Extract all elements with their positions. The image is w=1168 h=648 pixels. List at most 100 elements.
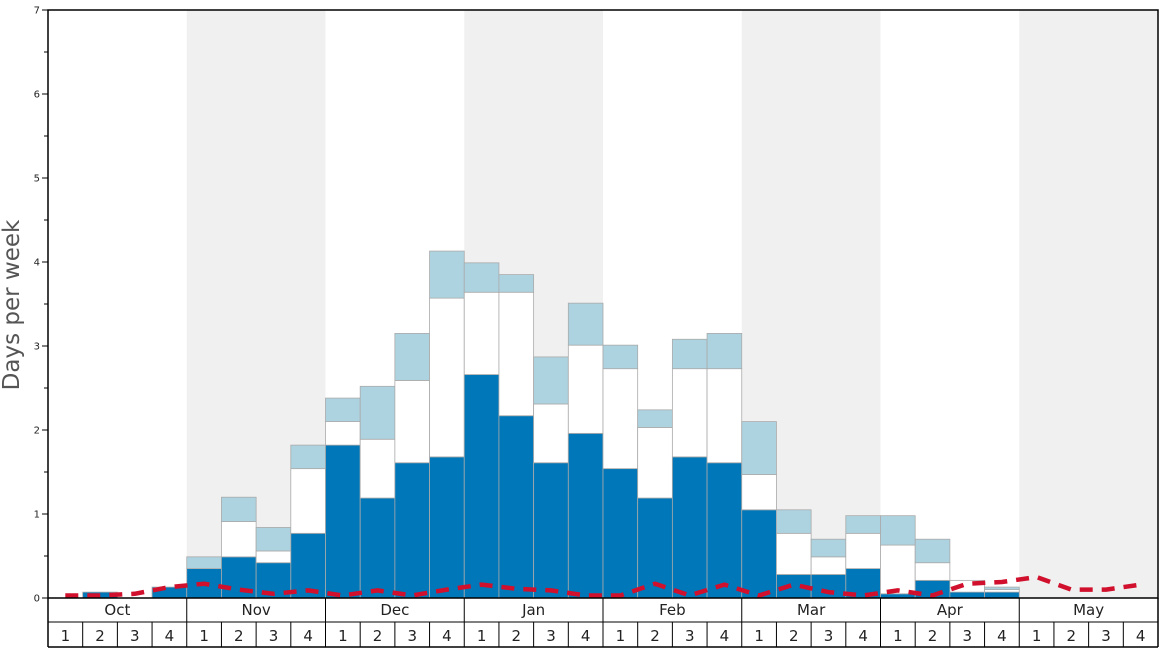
- bar-segment-top: [359, 385, 396, 440]
- bar-segment-middle: [741, 474, 777, 511]
- week-label: 4: [1136, 627, 1146, 645]
- bar-segment-top: [186, 556, 222, 570]
- week-label: 4: [858, 627, 868, 645]
- bar-segment-middle: [949, 579, 985, 593]
- week-label: 4: [997, 627, 1007, 645]
- month-label: Feb: [659, 601, 686, 619]
- bar-segment-top: [880, 515, 916, 546]
- bar-segment-middle: [602, 368, 639, 470]
- bar-segment-top: [221, 496, 257, 522]
- week-label: 2: [1067, 627, 1077, 645]
- week-label: 2: [234, 627, 244, 645]
- bar-segment-top: [567, 302, 604, 346]
- bar-segment-top: [533, 356, 569, 405]
- y-tick-label: 1: [34, 510, 40, 521]
- week-label: 3: [824, 627, 834, 645]
- bar-segment-bottom: [394, 462, 430, 599]
- bar-segment-bottom: [463, 374, 500, 599]
- bar-segment-middle: [463, 291, 500, 375]
- bar-segment-bottom: [325, 444, 361, 599]
- month-label: Dec: [380, 601, 409, 619]
- bar-segment-top: [498, 274, 535, 293]
- week-label: 1: [1032, 627, 1042, 645]
- bar-segment-top: [706, 332, 743, 370]
- week-label: 4: [165, 627, 175, 645]
- bar-segment-middle: [394, 380, 430, 464]
- bar-segment-middle: [290, 468, 326, 534]
- bar-segment-middle: [810, 556, 847, 575]
- week-label: 4: [442, 627, 452, 645]
- bar-segment-middle: [221, 521, 257, 558]
- week-label: 1: [338, 627, 348, 645]
- month-label: Jan: [521, 601, 545, 619]
- week-label: 4: [581, 627, 591, 645]
- dashed-line-series: [65, 574, 1142, 598]
- bar-segment-middle: [637, 427, 673, 499]
- week-label: 2: [928, 627, 938, 645]
- bar-segment-middle: [567, 344, 604, 434]
- bar-segment-top: [394, 332, 430, 381]
- month-label: Mar: [797, 601, 826, 619]
- month-label: Oct: [104, 601, 130, 619]
- week-label: 3: [269, 627, 279, 645]
- month-label: Nov: [241, 601, 270, 619]
- bar-segment-middle: [359, 438, 396, 499]
- bar-segment-top: [741, 421, 777, 475]
- week-label: 3: [546, 627, 556, 645]
- bar-segment-middle: [255, 550, 292, 564]
- y-tick-label: 3: [34, 342, 40, 353]
- bar-segment-middle: [533, 403, 569, 464]
- bar-segment-top: [845, 515, 881, 534]
- bar-segment-middle: [706, 368, 743, 464]
- bar-segment-bottom: [671, 456, 708, 599]
- bar-segment-middle: [880, 544, 916, 595]
- week-label: 3: [962, 627, 972, 645]
- week-label: 3: [407, 627, 417, 645]
- week-label: 1: [754, 627, 764, 645]
- bar-segment-bottom: [533, 462, 569, 599]
- y-tick-label: 7: [34, 6, 40, 17]
- bar-segment-top: [776, 509, 812, 534]
- y-tick-label: 2: [34, 426, 40, 437]
- bar-segment-bottom: [359, 497, 396, 599]
- week-label: 1: [477, 627, 487, 645]
- bar-segment-middle: [914, 562, 951, 581]
- week-label: 2: [373, 627, 383, 645]
- bar-segment-top: [637, 409, 673, 428]
- bar-segment-bottom: [602, 468, 639, 599]
- week-label: 2: [512, 627, 522, 645]
- y-tick-label: 4: [34, 258, 40, 269]
- bar-segment-top: [602, 344, 639, 370]
- bar-segment-bottom: [498, 415, 535, 599]
- week-label: 1: [893, 627, 903, 645]
- y-axis-label: Days per week: [0, 219, 25, 390]
- bar-segment-bottom: [949, 591, 985, 599]
- x-axis-table: Oct 1 2 3 4 Nov 1 2 3 4 Dec 1 2 3 4 Jan 1 2 3 4 Feb 1 2 3 4 Mar 1 2…: [47, 598, 1159, 648]
- bar-segment-middle: [498, 291, 535, 417]
- week-label: 1: [616, 627, 626, 645]
- month-label: Apr: [937, 601, 964, 619]
- week-label: 3: [685, 627, 695, 645]
- bar-segment-middle: [845, 532, 881, 570]
- bar-segment-top: [671, 338, 708, 370]
- bar-segment-top: [463, 262, 500, 293]
- bar-segment-top: [984, 586, 1020, 591]
- y-tick-label: 0: [34, 594, 40, 605]
- week-label: 2: [95, 627, 105, 645]
- bar-segment-middle: [776, 532, 812, 575]
- week-label: 1: [199, 627, 209, 645]
- week-label: 3: [130, 627, 140, 645]
- week-label: 1: [61, 627, 71, 645]
- y-tick-label: 5: [34, 174, 40, 185]
- bar-segment-bottom: [741, 509, 777, 599]
- bar-segment-top: [914, 538, 951, 564]
- bar-segment-top: [290, 444, 326, 470]
- week-label: 3: [1101, 627, 1111, 645]
- bar-segment-bottom: [567, 432, 604, 599]
- bar-segment-top: [810, 538, 847, 558]
- bar-segment-middle: [671, 368, 708, 458]
- week-label: 2: [650, 627, 660, 645]
- bar-segment-top: [255, 527, 292, 552]
- bar-segment-bottom: [810, 574, 847, 599]
